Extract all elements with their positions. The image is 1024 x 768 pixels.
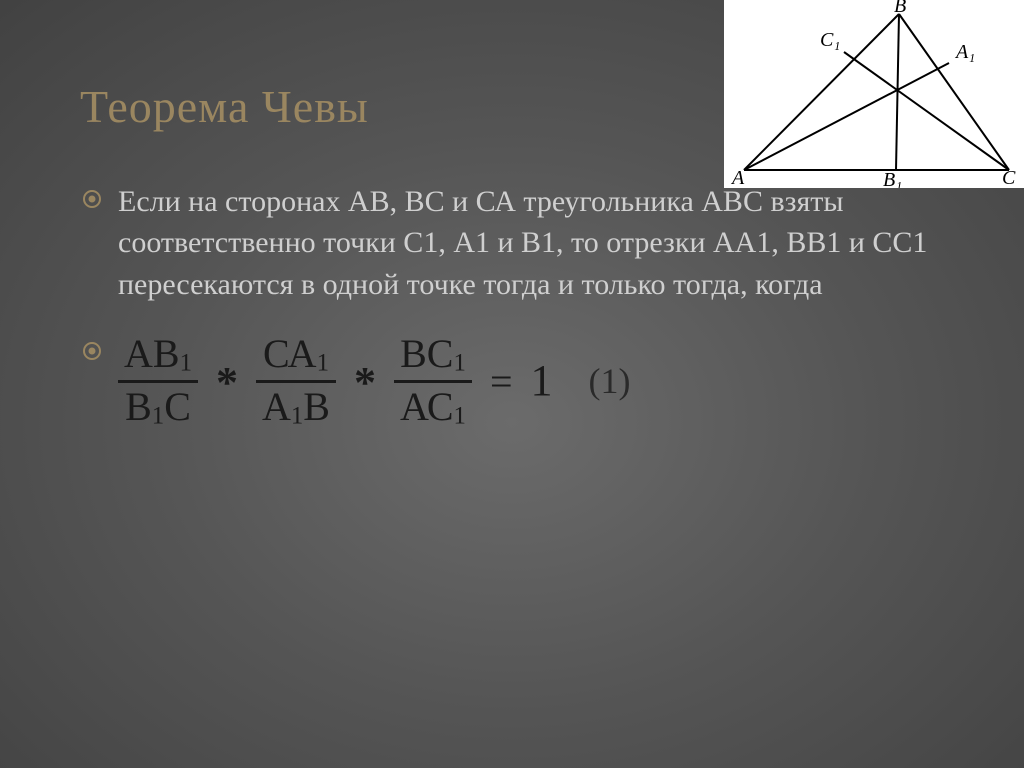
svg-text:C₁: C₁: [820, 29, 840, 51]
formula-item: АВ1В1С*СА1А1В*ВС1АС1=1(1): [88, 333, 964, 430]
theorem-text: Если на сторонах АВ, ВС и СА треугольник…: [118, 185, 927, 301]
ceva-diagram: ABCA₁B₁C₁: [724, 0, 1024, 188]
bullet-icon: [82, 341, 102, 361]
slide: ABCA₁B₁C₁ Теорема Чевы Если на сторонах …: [0, 0, 1024, 768]
ceva-formula: АВ1В1С*СА1А1В*ВС1АС1=1(1): [118, 333, 964, 430]
bullet-icon: [82, 189, 102, 209]
theorem-statement: Если на сторонах АВ, ВС и СА треугольник…: [88, 181, 964, 305]
svg-text:A₁: A₁: [954, 41, 975, 63]
svg-text:C: C: [1002, 167, 1016, 188]
slide-body: Если на сторонах АВ, ВС и СА треугольник…: [80, 181, 964, 430]
svg-text:B: B: [894, 0, 906, 17]
